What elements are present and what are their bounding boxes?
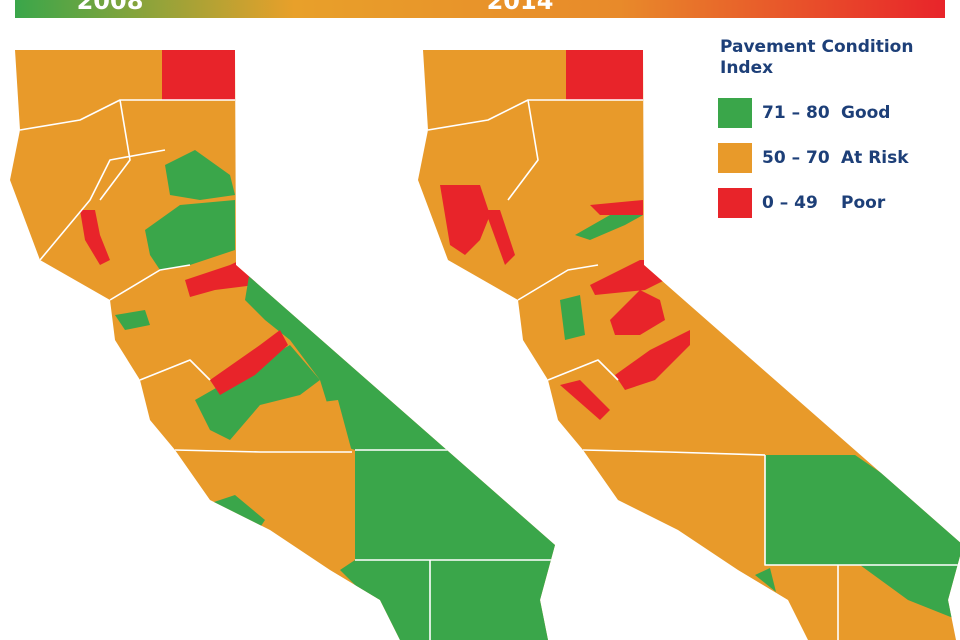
county-region — [765, 455, 960, 640]
legend-range: 0 – 49 — [762, 193, 818, 213]
county-region — [560, 295, 585, 340]
county-region — [245, 270, 555, 640]
legend-label: At Risk — [841, 148, 909, 168]
legend-swatch — [718, 143, 752, 173]
county-region — [610, 290, 665, 335]
county-region — [115, 310, 150, 330]
legend: 71 – 80 Good 50 – 70 At Risk 0 – 49 Poor — [718, 98, 909, 218]
county-region — [440, 185, 490, 255]
year-label: 2008 — [77, 0, 144, 15]
legend-range: 71 – 80 — [762, 103, 830, 123]
county-region — [80, 210, 110, 265]
county-region — [560, 380, 610, 420]
county-region — [575, 215, 643, 240]
county-region — [162, 50, 235, 100]
county-region — [590, 200, 643, 215]
county-region — [615, 330, 690, 390]
county-region — [145, 200, 235, 270]
legend-swatch — [718, 188, 752, 218]
legend-label: Poor — [841, 193, 886, 213]
county-region — [195, 345, 320, 440]
legend-swatch — [718, 98, 752, 128]
county-region — [590, 260, 665, 295]
county-region — [210, 330, 288, 395]
year-label: 2014 — [487, 0, 554, 15]
county-region — [755, 568, 776, 592]
county-region — [566, 50, 643, 100]
legend-label: Good — [841, 103, 890, 123]
year-bar — [15, 0, 945, 18]
legend-range: 50 – 70 — [762, 148, 830, 168]
legend-title: Pavement Condition Index — [720, 37, 913, 78]
county-region — [165, 150, 235, 200]
county-region — [485, 210, 515, 265]
county-region — [258, 400, 352, 452]
